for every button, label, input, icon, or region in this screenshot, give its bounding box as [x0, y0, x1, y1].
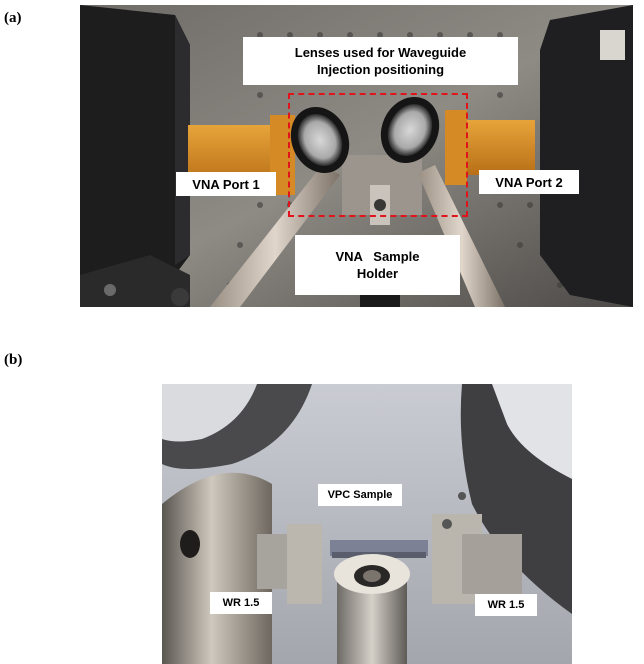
lenses-label: Lenses used for Waveguide Injection posi…: [243, 37, 518, 85]
vna-port-1-label: VNA Port 1: [176, 172, 276, 196]
lens-highlight-box: [288, 93, 468, 217]
vpc-sample-label: VPC Sample: [318, 484, 402, 506]
sample-closeup-photo: [162, 384, 572, 664]
panel-b-photo: [162, 384, 572, 664]
lenses-label-line2: Injection positioning: [317, 61, 444, 78]
sample-holder-label: VNA Sample Holder: [295, 235, 460, 295]
panel-a-letter: (a): [4, 10, 22, 27]
panel-b-letter: (b): [4, 352, 22, 369]
lenses-label-line1: Lenses used for Waveguide: [295, 44, 466, 61]
sample-holder-label-line2: Holder: [357, 265, 398, 282]
vna-port-2-label: VNA Port 2: [479, 170, 579, 194]
sample-holder-label-line1: VNA Sample: [335, 248, 419, 265]
wr-right-label: WR 1.5: [475, 594, 537, 616]
wr-left-label: WR 1.5: [210, 592, 272, 614]
